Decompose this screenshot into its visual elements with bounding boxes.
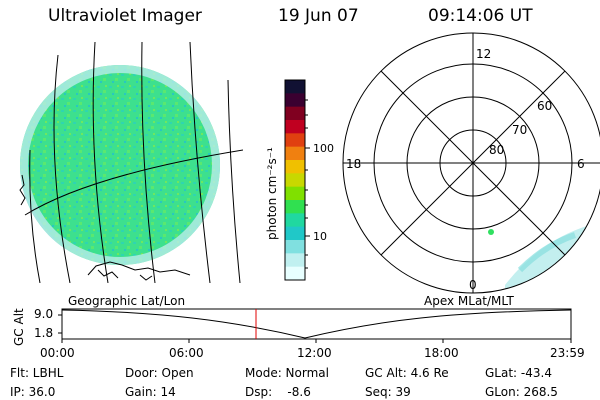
colorbar-segment — [285, 200, 305, 214]
auroral-disc — [20, 65, 220, 265]
colorbar-segment — [285, 160, 305, 174]
colorbar-segment — [285, 266, 305, 281]
altitude-timeline — [58, 308, 572, 343]
mlt-label-6: 6 — [577, 157, 585, 171]
footer-seq: Seq: 39 — [365, 385, 411, 399]
colorbar-tick-100: 100 — [313, 142, 334, 155]
timeline-xtick-0000: 00:00 — [40, 346, 75, 360]
lat-label-70: 70 — [512, 123, 527, 137]
timeline-xtick-2359: 23:59 — [550, 346, 585, 360]
colorbar-segment — [285, 240, 305, 254]
date-label: 19 Jun 07 — [278, 6, 359, 26]
footer-mode: Mode: Normal — [245, 366, 329, 380]
timeline-ytick-1-8: 1.8 — [34, 326, 53, 340]
time-label: 09:14:06 UT — [428, 6, 533, 26]
footer-ip: IP: 36.0 — [10, 385, 56, 399]
meridian-lines — [29, 41, 241, 283]
geographic-projection-label: Geographic Lat/Lon — [68, 294, 185, 308]
coastline — [19, 174, 191, 281]
apex-projection-label: Apex MLat/MLT — [424, 294, 514, 308]
colorbar-segment — [285, 213, 305, 228]
footer-door: Door: Open — [125, 366, 194, 380]
geographic-map — [19, 41, 243, 283]
colorbar-ticks — [305, 99, 310, 269]
latitude-line — [24, 149, 243, 216]
colorbar-segment — [285, 173, 305, 188]
footer-gain: Gain: 14 — [125, 385, 176, 399]
timeline-ticks — [58, 314, 572, 343]
lat-label-80: 80 — [489, 143, 504, 157]
colorbar-tick-10: 10 — [313, 230, 327, 243]
timeline-xtick-0600: 06:00 — [169, 346, 204, 360]
colorbar-segment — [285, 253, 305, 268]
footer-flt: Flt: LBHL — [10, 366, 64, 380]
colorbar-unit-label: photon cm⁻²s⁻¹ — [265, 147, 279, 240]
mlt-label-12: 12 — [476, 47, 491, 61]
footer-glat: GLat: -43.4 — [485, 366, 552, 380]
timeline-ytick-9: 9.0 — [34, 307, 53, 321]
timeline-xtick-1200: 12:00 — [297, 346, 332, 360]
colorbar-frame — [284, 79, 306, 281]
footer-dsp: Dsp: -8.6 — [245, 385, 311, 399]
timeline-xtick-1800: 18:00 — [424, 346, 459, 360]
altitude-curve — [61, 309, 572, 339]
instrument-title: Ultraviolet Imager — [48, 6, 202, 26]
footer-glon: GLon: 268.5 — [485, 385, 558, 399]
colorbar — [285, 80, 305, 281]
satellite-footpoint — [488, 229, 494, 235]
timeline-axis-label: GC Alt — [12, 308, 26, 346]
colorbar-segment — [285, 186, 305, 201]
polar-emission-patch — [505, 225, 600, 293]
polar-plot — [342, 32, 600, 294]
colorbar-segment — [285, 93, 305, 108]
colorbar-segment — [285, 106, 305, 121]
lat-label-60: 60 — [537, 99, 552, 113]
colorbar-segment — [285, 146, 305, 161]
footer-gc-alt: GC Alt: 4.6 Re — [365, 366, 449, 380]
colorbar-segment — [285, 133, 305, 148]
mlt-label-18: 18 — [346, 157, 361, 171]
colorbar-segment — [285, 80, 305, 94]
colorbar-segment — [285, 120, 305, 134]
colorbar-segment — [285, 226, 305, 241]
mlt-label-0: 0 — [469, 278, 477, 292]
